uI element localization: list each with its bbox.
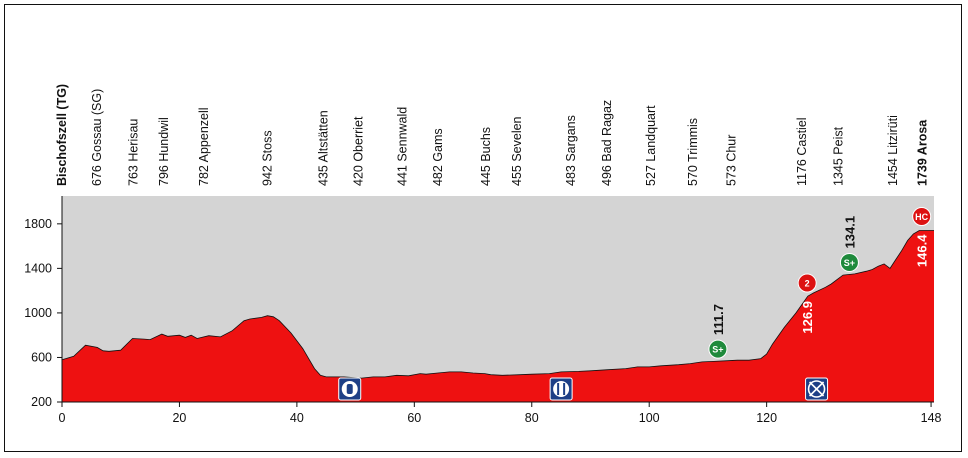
sprint-badge <box>839 252 859 272</box>
x-tick-label: 40 <box>290 411 304 425</box>
location-label: 1454 Litzirüti <box>886 115 900 186</box>
climb-category-badge-text: 2 <box>805 279 810 289</box>
x-tick-label: 20 <box>172 411 186 425</box>
y-tick-label: 1800 <box>24 217 52 231</box>
location-label: 942 Stoss <box>261 130 275 186</box>
y-tick-label: 1400 <box>24 261 52 275</box>
sprint-badge-text: S+ <box>712 345 723 355</box>
fork-knife-icon <box>553 381 570 397</box>
location-label: Bischofszell (TG) <box>55 84 69 186</box>
location-label: 1345 Peist <box>831 126 845 186</box>
location-label: 483 Sargans <box>564 115 578 186</box>
location-label: 445 Buchs <box>479 127 493 186</box>
location-label: 796 Hundwil <box>157 117 171 186</box>
y-tick-label: 1000 <box>24 306 52 320</box>
location-label: 1176 Castiel <box>795 117 809 186</box>
km-annotation: 146.4 <box>915 234 930 267</box>
climb-category-badge <box>797 273 817 293</box>
location-label: 527 Landquart <box>644 105 658 186</box>
sprint-badge-text: S+ <box>844 258 855 268</box>
y-tick-label: 200 <box>31 395 52 409</box>
sprint-badge <box>708 339 728 359</box>
location-label: 570 Trimmis <box>686 118 700 186</box>
km-annotation: 134.1 <box>842 216 857 249</box>
location-label: 676 Gossau (SG) <box>90 89 104 186</box>
location-label: 573 Chur <box>724 135 738 186</box>
elevation-area <box>62 230 934 402</box>
location-label: 1739 Arosa <box>915 119 929 186</box>
x-tick-label: 120 <box>756 411 777 425</box>
hc-category-badge-text: HC <box>915 212 928 222</box>
bottle-icon-shape <box>346 384 353 394</box>
cross-line-icon <box>808 381 825 397</box>
location-label: 420 Oberriet <box>352 116 366 186</box>
x-tick-label: 100 <box>639 411 660 425</box>
km-annotation: 111.7 <box>711 304 726 335</box>
location-label: 482 Gams <box>431 128 445 186</box>
location-label: 763 Herisau <box>127 119 141 186</box>
km-annotation: 126.9 <box>800 301 815 334</box>
location-label: 782 Appenzell <box>197 107 211 186</box>
x-tick-label: 0 <box>59 411 66 425</box>
x-tick-label: 80 <box>525 411 539 425</box>
location-label: 496 Bad Ragaz <box>600 100 614 186</box>
x-tick-label: 60 <box>407 411 421 425</box>
crossed-circle-icon <box>807 380 826 398</box>
location-label: 435 Altstätten <box>316 110 330 186</box>
location-label: 441 Sennwald <box>396 107 410 186</box>
hc-category-badge <box>912 207 932 227</box>
location-label: 455 Sevelen <box>510 116 524 186</box>
x-tick-label: 148 <box>921 411 942 425</box>
y-tick-label: 600 <box>31 350 52 364</box>
elevation-line <box>61 230 934 379</box>
